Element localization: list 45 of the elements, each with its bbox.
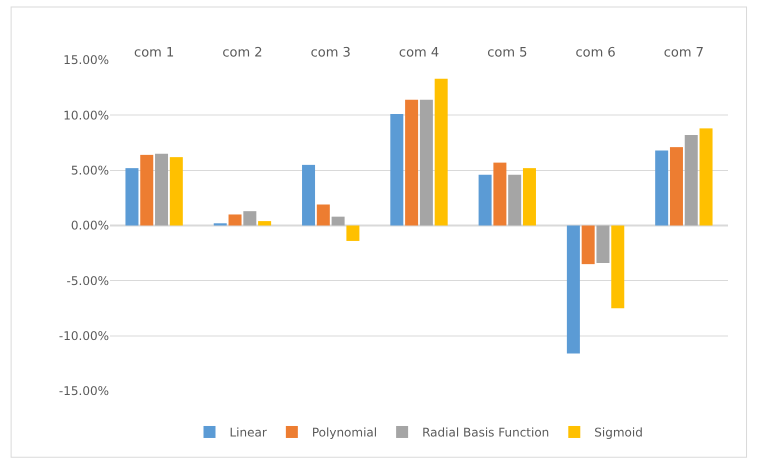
bar xyxy=(332,216,345,226)
legend-label: Polynomial xyxy=(312,426,378,440)
bar xyxy=(596,226,610,264)
bar xyxy=(684,135,698,226)
bar xyxy=(582,226,595,264)
x-tick-label: com 4 xyxy=(398,45,440,60)
y-tick-label: -5.00% xyxy=(66,274,109,288)
y-tick-label: 10.00% xyxy=(63,108,109,122)
bar xyxy=(478,174,492,226)
legend-label: Linear xyxy=(230,426,267,440)
bar xyxy=(434,78,448,226)
x-tick-label: com 7 xyxy=(664,45,704,60)
x-tick-label: com 5 xyxy=(487,45,528,60)
bar xyxy=(508,174,522,226)
bar xyxy=(316,204,330,226)
bar xyxy=(302,164,316,226)
bar xyxy=(493,162,506,226)
legend-label: Sigmoid xyxy=(594,426,643,440)
x-tick-label: com 1 xyxy=(134,45,174,60)
bar xyxy=(420,100,433,226)
bar xyxy=(140,154,154,226)
bar xyxy=(228,214,242,226)
x-tick-label: com 3 xyxy=(310,45,351,60)
bar xyxy=(243,211,256,226)
bar xyxy=(566,226,580,354)
bar xyxy=(390,114,404,226)
x-tick-label: com 2 xyxy=(222,45,263,60)
y-tick-label: -15.00% xyxy=(58,384,109,398)
y-tick-label: 0.00% xyxy=(70,218,109,233)
legend-label: Radial Basis Function xyxy=(422,426,550,440)
bar xyxy=(170,157,183,226)
bar xyxy=(522,168,536,226)
bar xyxy=(125,168,138,226)
bar xyxy=(700,128,713,226)
bar xyxy=(611,226,624,308)
bar xyxy=(258,221,272,226)
bar xyxy=(655,150,668,226)
x-tick-label: com 6 xyxy=(575,45,616,60)
y-tick-label: 5.00% xyxy=(70,164,109,178)
bar xyxy=(346,226,360,241)
y-tick-label: -10.00% xyxy=(58,329,109,344)
bar xyxy=(155,154,168,226)
bar xyxy=(670,147,683,226)
y-tick-label: 15.00% xyxy=(63,53,109,68)
bar xyxy=(405,100,418,226)
